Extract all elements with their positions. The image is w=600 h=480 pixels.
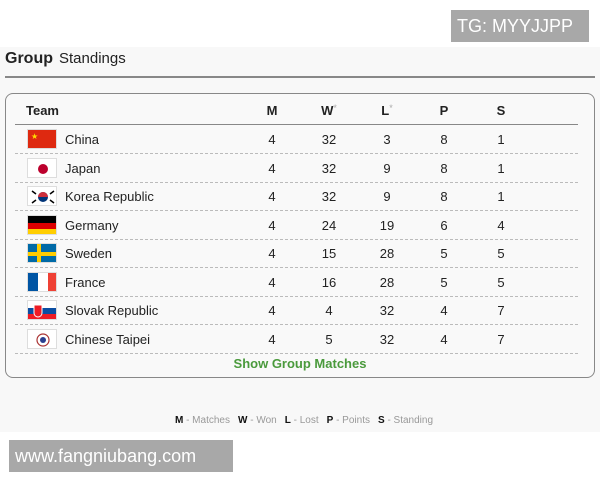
- cell-p: 4: [440, 303, 448, 318]
- cell-w: 24: [321, 217, 337, 233]
- cell-l: 32: [379, 331, 395, 347]
- team-name: Korea Republic: [65, 189, 154, 204]
- cell-m: 4: [268, 303, 276, 318]
- germany-flag-icon: [27, 214, 57, 235]
- cell-l: 9: [383, 189, 391, 204]
- cell-w: 32: [321, 160, 337, 176]
- header-s: S: [496, 103, 506, 118]
- cell-p: 8: [440, 132, 448, 147]
- table-row: ★ China 4 32 3 8 1: [15, 125, 578, 154]
- cell-s: 7: [497, 331, 505, 347]
- cell-p: 5: [440, 274, 448, 290]
- legend-desc: - Points: [336, 415, 370, 426]
- cell-l: 28: [379, 274, 395, 290]
- table-row: France 4 16 28 5 5: [15, 268, 578, 297]
- sweden-flag-icon: [27, 243, 57, 263]
- cell-s: 1: [497, 189, 505, 204]
- cell-l: 9: [383, 160, 391, 176]
- header-team: Team: [26, 103, 59, 118]
- cell-l: 28: [379, 246, 395, 261]
- china-flag-icon: ★: [27, 129, 57, 149]
- team-name: Germany: [65, 217, 119, 233]
- legend: M - Matches W - Won L - Lost P - Points S - …: [0, 415, 600, 426]
- cell-s: 1: [497, 160, 505, 176]
- cell-s: 5: [497, 246, 505, 261]
- cell-m: 4: [268, 160, 276, 176]
- cell-l: 32: [379, 303, 395, 318]
- cell-s: 4: [497, 217, 505, 233]
- cell-s: 5: [497, 274, 505, 290]
- header-w: W*: [321, 103, 337, 118]
- page-title: Group Standings: [5, 50, 126, 68]
- cell-m: 4: [268, 274, 276, 290]
- team-name: Chinese Taipei: [65, 331, 151, 347]
- cell-m: 4: [268, 246, 276, 261]
- watermark-bottom: www.fangniubang.com: [9, 440, 233, 472]
- cell-s: 1: [497, 132, 505, 147]
- legend-key: S: [377, 415, 385, 426]
- cell-p: 8: [440, 160, 448, 176]
- table-row: Slovak Republic 4 4 32 4 7: [15, 296, 578, 325]
- cell-p: 8: [440, 189, 448, 204]
- title-rest: Standings: [59, 50, 126, 67]
- cell-p: 6: [440, 217, 448, 233]
- cell-l: 3: [383, 132, 391, 147]
- cell-l: 19: [379, 217, 395, 233]
- cell-p: 4: [440, 331, 448, 347]
- table-row: Chinese Taipei 4 5 32 4 7: [15, 325, 578, 354]
- legend-key: P: [326, 415, 334, 426]
- cell-p: 5: [440, 246, 448, 261]
- header-l: L*: [381, 103, 393, 118]
- legend-desc: - Matches: [186, 415, 230, 426]
- legend-desc: - Lost: [293, 415, 319, 426]
- svg-text:★: ★: [31, 132, 38, 141]
- cell-w: 32: [321, 132, 337, 147]
- divider: [5, 76, 595, 78]
- table-row: Korea Republic 4 32 9 8 1: [15, 182, 578, 211]
- show-group-matches-link[interactable]: Show Group Matches: [233, 356, 367, 371]
- team-name: France: [65, 274, 106, 290]
- japan-flag-icon: [27, 157, 57, 178]
- cell-s: 7: [497, 303, 505, 318]
- cell-m: 4: [268, 132, 276, 147]
- legend-desc: - Standing: [387, 415, 434, 426]
- cell-m: 4: [268, 331, 276, 347]
- header-p: P: [439, 103, 449, 118]
- korea-flag-icon: [27, 186, 57, 206]
- table-row: Japan 4 32 9 8 1: [15, 154, 578, 183]
- legend-key: L: [284, 415, 291, 426]
- watermark-top: TG: MYYJJPP: [451, 10, 589, 42]
- table-row: Germany 4 24 19 6 4: [15, 211, 578, 240]
- cell-w: 15: [321, 246, 337, 261]
- team-name: China: [65, 132, 99, 147]
- team-name: Sweden: [65, 246, 112, 261]
- cell-m: 4: [268, 189, 276, 204]
- legend-desc: - Won: [250, 415, 277, 426]
- cell-w: 4: [325, 303, 333, 318]
- chinese-taipei-flag-icon: [27, 328, 57, 349]
- table-header: Team M W* L* P S: [15, 96, 578, 125]
- header-m: M: [266, 103, 278, 118]
- title-bold: Group: [5, 50, 53, 67]
- legend-key: W: [237, 415, 248, 426]
- cell-w: 16: [321, 274, 337, 290]
- standings-card: Team M W* L* P S ★ China 4 32 3 8 1 Japa…: [5, 93, 595, 378]
- team-name: Japan: [65, 160, 101, 176]
- table-row: Sweden 4 15 28 5 5: [15, 239, 578, 268]
- legend-key: M: [174, 415, 184, 426]
- team-name: Slovak Republic: [65, 303, 159, 318]
- cell-w: 32: [321, 189, 337, 204]
- cell-m: 4: [268, 217, 276, 233]
- france-flag-icon: [27, 271, 57, 292]
- slovakia-flag-icon: [27, 300, 57, 320]
- cell-w: 5: [325, 331, 333, 347]
